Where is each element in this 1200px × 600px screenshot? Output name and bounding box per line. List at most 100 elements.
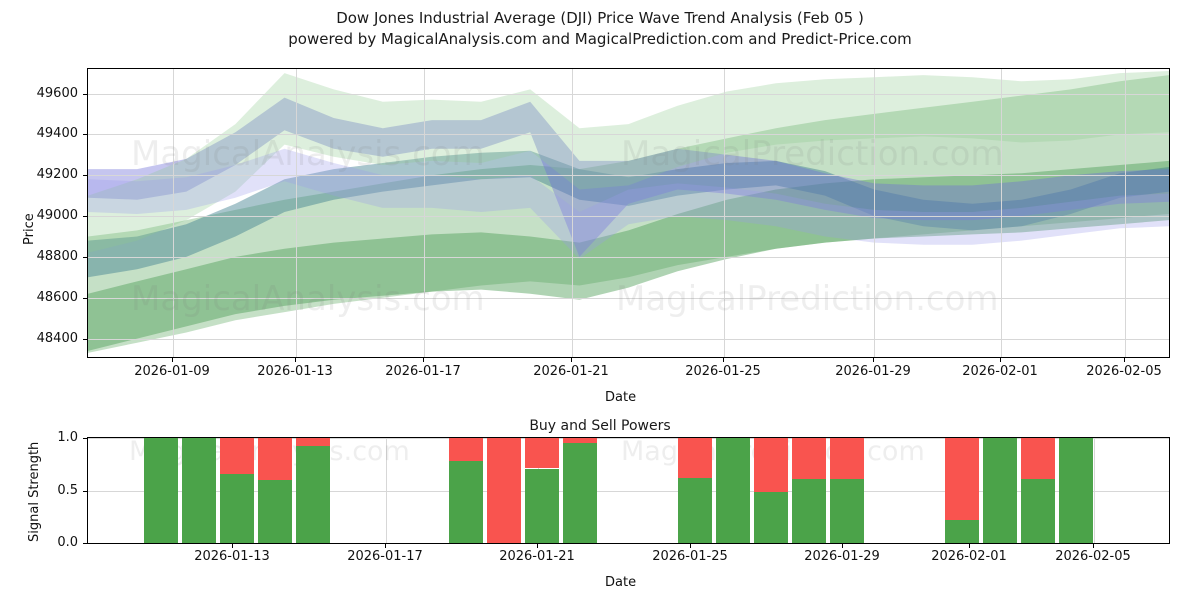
price-ytick-mark-5 [83, 134, 87, 136]
signal-chart-title: Buy and Sell Powers [529, 418, 671, 434]
signal-bar[interactable] [296, 438, 330, 543]
price-gridline-h-1 [88, 297, 1169, 299]
signal-ytick-label-0: 0.0 [57, 535, 78, 550]
signal-ytick-label-2: 1.0 [57, 430, 78, 445]
signal-bar[interactable] [716, 438, 750, 543]
price-ytick-label-2: 48800 [36, 248, 78, 264]
signal-xtick-label-2: 2026-01-21 [499, 549, 575, 564]
buy-power-segment [754, 491, 788, 543]
price-gridline-v-6 [1001, 69, 1002, 357]
signal-xtick-label-4: 2026-01-29 [804, 549, 880, 564]
price-ytick-label-0: 48400 [36, 330, 78, 346]
price-xtick-label-6: 2026-02-01 [962, 364, 1038, 379]
figure-title-line1: Dow Jones Industrial Average (DJI) Price… [336, 9, 864, 27]
signal-xtick-mark-0 [232, 544, 233, 548]
buy-power-segment [830, 479, 864, 543]
signal-gridline-v-1 [386, 438, 387, 543]
buy-power-segment [220, 473, 254, 543]
price-xtick-mark-4 [723, 358, 724, 362]
signal-bar[interactable] [945, 438, 979, 543]
sell-power-segment [792, 438, 826, 479]
sell-power-segment [1021, 438, 1055, 479]
price-gridline-v-5 [874, 69, 875, 357]
signal-ytick-label-1: 0.5 [57, 482, 78, 498]
price-ytick-label-3: 49000 [36, 208, 78, 224]
price-xtick-mark-6 [1000, 358, 1001, 362]
signal-xtick-label-5: 2026-02-01 [931, 549, 1007, 564]
signal-bar[interactable] [983, 438, 1017, 543]
buy-power-segment [182, 438, 216, 543]
signal-xtick-mark-3 [690, 544, 691, 548]
signal-xtick-label-0: 2026-01-13 [194, 549, 270, 564]
price-xtick-mark-7 [1124, 358, 1125, 362]
signal-bar[interactable] [220, 438, 254, 543]
buy-power-segment [945, 519, 979, 543]
signal-bar[interactable] [144, 438, 178, 543]
signal-bar[interactable] [1059, 438, 1093, 543]
price-band-green-band-upper-trend [88, 160, 1169, 351]
price-gridline-v-3 [572, 69, 573, 357]
sell-power-segment [945, 438, 979, 520]
signal-xtick-mark-1 [385, 544, 386, 548]
price-gridline-h-2 [88, 256, 1169, 258]
buy-power-segment [449, 461, 483, 543]
price-ytick-mark-6 [83, 93, 87, 95]
price-gridline-v-7 [1125, 69, 1126, 357]
signal-bar[interactable] [754, 438, 788, 543]
signal-bar[interactable] [525, 438, 559, 543]
signal-ytick-mark-0 [83, 543, 87, 544]
price-gridline-h-6 [88, 93, 1169, 95]
price-chart-plot-area: MagicalAnalysis.com MagicalPrediction.com… [87, 68, 1170, 358]
signal-gridline-v-6 [1094, 438, 1095, 543]
buy-power-segment [525, 468, 559, 543]
price-xtick-label-2: 2026-01-17 [385, 364, 461, 379]
price-gridline-v-0 [173, 69, 174, 357]
buy-power-segment [563, 443, 597, 543]
price-band-pale-violet-lower-band [88, 148, 1169, 259]
price-ytick-label-5: 49400 [36, 126, 78, 142]
signal-bar[interactable] [678, 438, 712, 543]
price-x-axis-label: Date [605, 390, 637, 405]
sell-power-segment [754, 438, 788, 492]
price-xtick-mark-0 [172, 358, 173, 362]
signal-bar[interactable] [258, 438, 292, 543]
price-xtick-label-0: 2026-01-09 [134, 364, 210, 379]
buy-power-segment [1059, 438, 1093, 543]
buy-power-segment [296, 446, 330, 543]
signal-bar[interactable] [1021, 438, 1055, 543]
price-xtick-label-5: 2026-01-29 [835, 364, 911, 379]
price-ytick-label-4: 49200 [36, 167, 78, 183]
buy-power-segment [144, 438, 178, 543]
signal-gridline-h-1 [88, 490, 1169, 492]
price-xtick-label-7: 2026-02-05 [1086, 364, 1162, 379]
price-xtick-mark-5 [873, 358, 874, 362]
signal-bar[interactable] [830, 438, 864, 543]
buy-power-segment [792, 479, 826, 543]
sell-power-segment [296, 438, 330, 447]
signal-xtick-label-1: 2026-01-17 [347, 549, 423, 564]
price-xtick-mark-3 [571, 358, 572, 362]
price-gridline-v-2 [424, 69, 425, 357]
buy-power-segment [678, 477, 712, 543]
price-xtick-label-3: 2026-01-21 [533, 364, 609, 379]
signal-gridline-h-2 [88, 438, 1169, 439]
price-ytick-label-1: 48600 [36, 289, 78, 305]
signal-bar[interactable] [792, 438, 826, 543]
signal-xtick-mark-6 [1093, 544, 1094, 548]
signal-bar[interactable] [487, 438, 521, 543]
price-gridline-v-4 [724, 69, 725, 357]
sell-power-segment [449, 438, 483, 462]
signal-ytick-mark-1 [83, 490, 87, 492]
figure-title: Dow Jones Industrial Average (DJI) Price… [0, 8, 1200, 50]
price-ytick-mark-1 [83, 297, 87, 299]
price-band-pale-green-top-band [88, 71, 1169, 253]
signal-ytick-mark-2 [83, 438, 87, 439]
price-band-green-wide-lower [88, 75, 1169, 353]
signal-bar[interactable] [449, 438, 483, 543]
buy-power-segment [258, 480, 292, 543]
signal-bar[interactable] [563, 438, 597, 543]
price-ytick-mark-3 [83, 216, 87, 218]
price-xtick-mark-2 [423, 358, 424, 362]
sell-power-segment [220, 438, 254, 474]
signal-bar[interactable] [182, 438, 216, 543]
